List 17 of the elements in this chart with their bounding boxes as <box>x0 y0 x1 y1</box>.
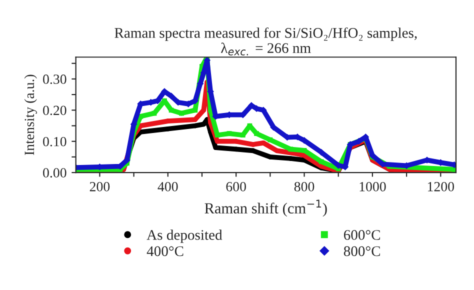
legend-label: 400°C <box>146 246 184 256</box>
x-tick-label: 200 <box>90 182 110 192</box>
legend-label: 600°C <box>344 230 380 240</box>
y-tick-label: 0.20 <box>43 106 66 116</box>
x-tick-label: 1200 <box>428 182 454 192</box>
x-tick-label: 400 <box>158 182 178 192</box>
y-tick-label: 0.10 <box>43 136 66 146</box>
chart-title: Raman spectra measured for Si/SiO₂/HfO₂ samples, λ$_{exc.}$ = 266 nm <box>114 27 417 56</box>
x-axis-title: Raman shift (cm$^{−1}$) <box>204 200 327 217</box>
x-tick-label: 1000 <box>360 182 386 192</box>
x-tick-label: 600 <box>226 182 246 192</box>
legend-label: 800°C <box>344 246 380 256</box>
y-axis-title: Intensity (a.u.) <box>24 74 37 156</box>
legend-label: As deposited <box>146 230 222 243</box>
y-tick-label: 0.00 <box>43 168 66 178</box>
x-tick-label: 800 <box>294 182 314 192</box>
y-tick-label: 0.30 <box>43 74 66 84</box>
